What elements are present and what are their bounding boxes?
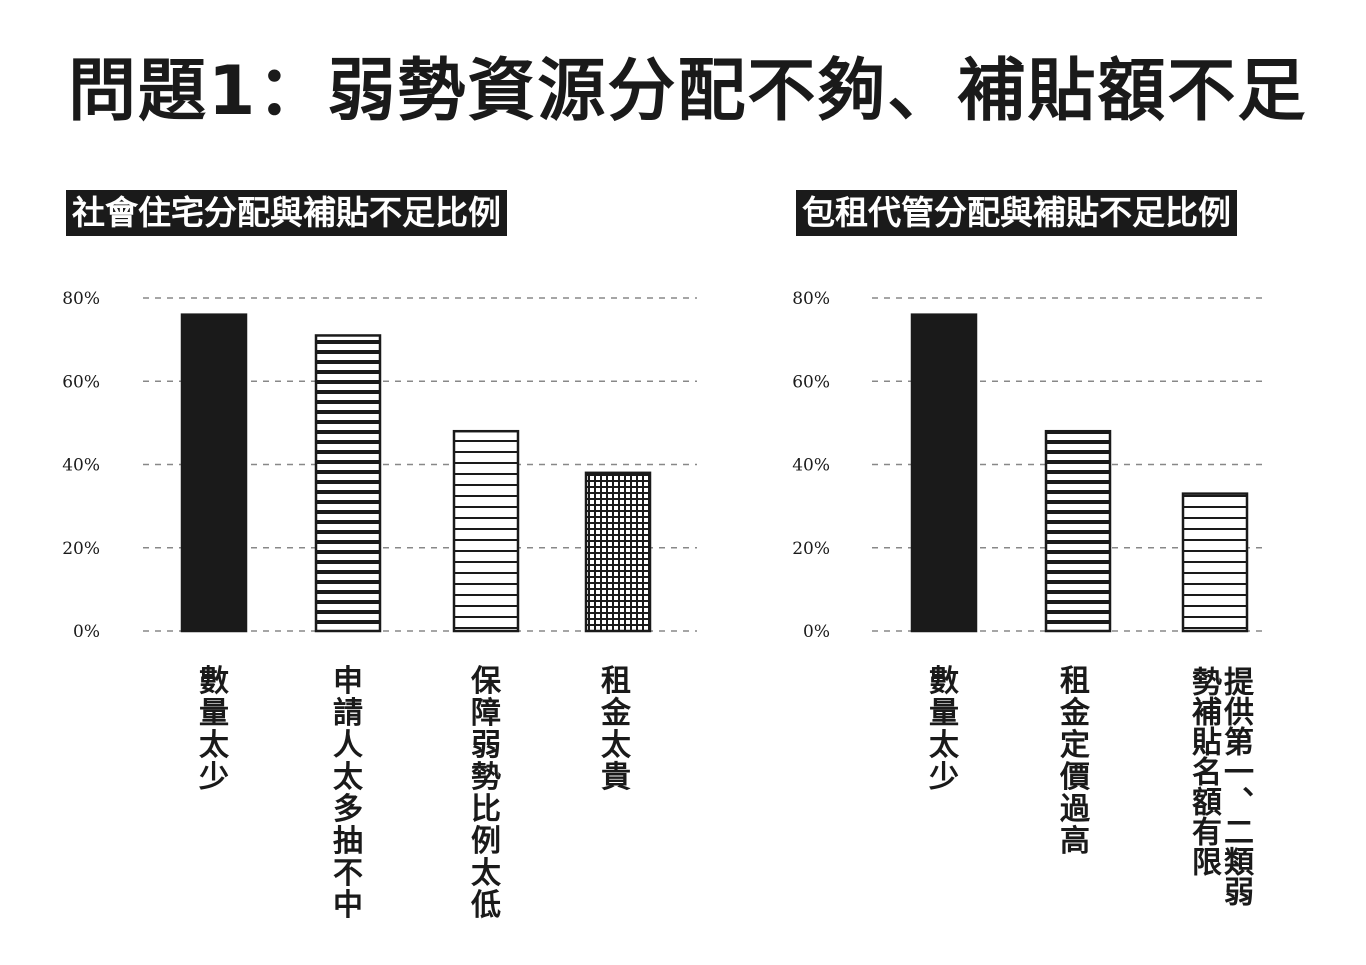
y-tick-label: 80% — [62, 289, 100, 309]
x-category-label: 數量太少 — [929, 664, 959, 795]
bar — [180, 313, 248, 633]
y-tick-label: 20% — [62, 539, 100, 559]
y-tick-label: 60% — [792, 372, 830, 392]
y-tick-label: 0% — [803, 622, 830, 642]
chart-title-rental-management: 包租代管分配與補貼不足比例 — [796, 190, 1237, 236]
bar — [1181, 492, 1249, 633]
page-title: 問題1：弱勢資源分配不夠、補貼額不足 — [68, 52, 1308, 131]
bar — [314, 334, 382, 633]
bar — [1044, 429, 1112, 633]
bar — [584, 471, 652, 633]
y-tick-label: 80% — [792, 289, 830, 309]
y-tick-label: 60% — [62, 372, 100, 392]
x-category-label: 租金定價過高 — [1060, 664, 1090, 859]
chart-title-social-housing: 社會住宅分配與補貼不足比例 — [66, 190, 507, 236]
y-tick-label: 40% — [62, 456, 100, 476]
y-tick-label: 20% — [792, 539, 830, 559]
bar — [910, 313, 978, 633]
x-category-label: 數量太少 — [199, 664, 229, 795]
y-tick-label: 40% — [792, 456, 830, 476]
y-tick-label: 0% — [73, 622, 100, 642]
x-category-label: 保障弱勢比例太低 — [471, 664, 501, 923]
x-category-label: 申請人太多抽不中 — [333, 664, 363, 923]
bar — [452, 429, 520, 633]
x-category-label: 提供第一、二類弱勢補貼名額有限 — [1186, 666, 1253, 906]
x-category-label: 租金太貴 — [601, 664, 631, 795]
